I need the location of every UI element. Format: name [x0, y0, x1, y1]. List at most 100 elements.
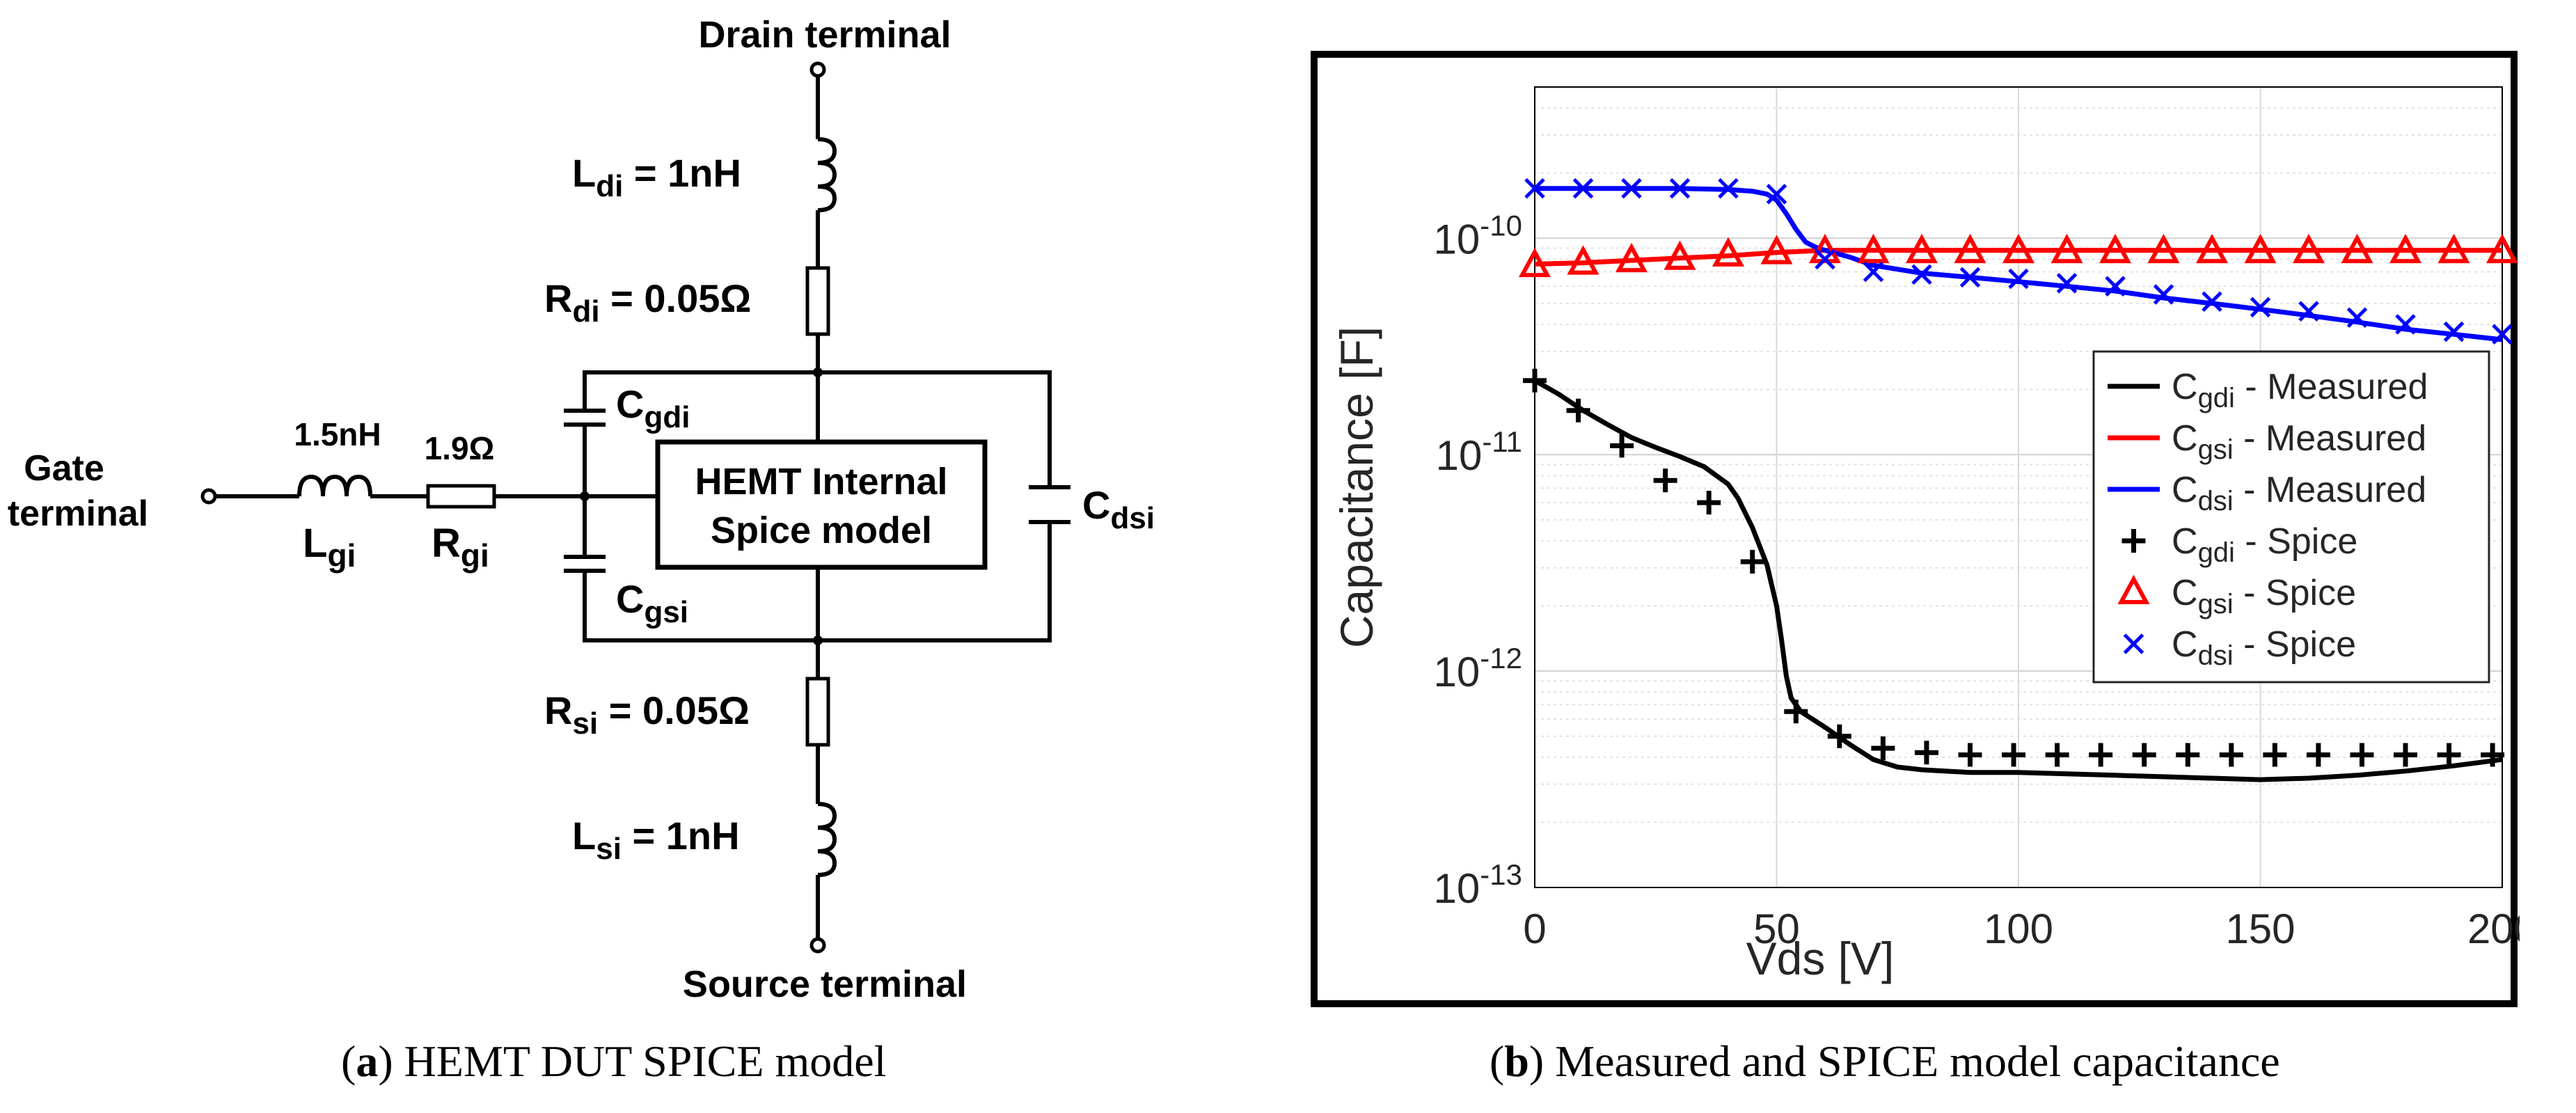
junction-dot: [813, 636, 823, 645]
inductor-ldi: [817, 137, 837, 212]
resistor-rgi: [426, 484, 496, 509]
inductor-lsi: [817, 802, 837, 877]
rsi-label: Rsi = 0.05Ω: [544, 688, 750, 741]
data-point: [1954, 233, 1986, 264]
data-point: [1905, 233, 1938, 264]
data-point: [1524, 177, 1545, 199]
data-point: [2045, 743, 2069, 767]
data-point: [2008, 268, 2029, 290]
data-point: [2346, 307, 2368, 329]
plot-area: [1534, 86, 2503, 888]
data-point: [1518, 247, 1551, 278]
data-point: [2394, 743, 2417, 767]
cgsi-label: Cgsi: [616, 577, 688, 629]
y-tick-label: 10-12: [1434, 642, 1522, 695]
legend-label: Cgdi - Measured: [2172, 367, 2428, 413]
series-layer: [1518, 177, 2519, 782]
data-point: [1718, 177, 1739, 199]
hemt-model-box: [655, 439, 988, 570]
lgi-value-label: 1.5nH: [294, 416, 381, 452]
data-point: [1615, 242, 1648, 273]
series-cgsi---spice: [1518, 233, 2519, 278]
drain-terminal-node: [809, 61, 826, 78]
data-point: [2002, 233, 2035, 264]
caption-b-letter: b: [1504, 1036, 1529, 1086]
data-point: [1766, 184, 1787, 205]
data-point: [1959, 267, 1981, 288]
data-point: [2002, 743, 2026, 767]
data-point: [2350, 743, 2374, 767]
data-point: [2105, 276, 2126, 297]
data-point: [1871, 736, 1895, 760]
data-point: [1567, 245, 1599, 275]
source-terminal-label: Source terminal: [683, 963, 967, 1005]
legend-label: Cdsi - Measured: [2172, 470, 2426, 516]
data-point: [1664, 240, 1696, 270]
y-tick-label: 10-13: [1434, 858, 1522, 912]
resistor-rdi: [805, 266, 830, 336]
data-point: [1697, 491, 1721, 515]
x-axis-label: Vds [V]: [1746, 933, 1895, 984]
legend-swatch: [2121, 529, 2146, 553]
resistor-rsi: [805, 677, 830, 747]
legend-swatch: [2123, 633, 2144, 654]
caption-b: (b) Measured and SPICE model capacitance: [1490, 1036, 2280, 1086]
series-line: [1534, 248, 2502, 267]
data-point: [2443, 321, 2465, 342]
data-point: [1712, 237, 1745, 267]
data-point: [2050, 233, 2083, 264]
legend-swatch: [2117, 574, 2150, 604]
rgi-name-label: Rgi: [432, 521, 489, 574]
cdsi-label: Cdsi: [1082, 483, 1155, 535]
data-point: [2147, 233, 2180, 264]
series-cgdi---measured: [1533, 378, 2503, 782]
data-point: [1740, 550, 1764, 574]
source-terminal-node: [809, 937, 826, 954]
series-cgsi---measured: [1534, 248, 2502, 267]
tick-labels: 0 50 100 150 200 10-10 10-11 10-12 10-13: [1434, 209, 2520, 952]
data-point: [1523, 368, 1547, 393]
series-line: [1533, 378, 2503, 782]
data-point: [2481, 743, 2505, 767]
y-axis-label: Capacitance [F]: [1331, 326, 1382, 648]
legend-label: Cdsi - Spice: [2172, 624, 2356, 671]
data-point: [2341, 233, 2373, 264]
data-point: [2395, 314, 2416, 335]
data-point: [2099, 233, 2132, 264]
data-point: [2250, 297, 2271, 318]
data-point: [2176, 743, 2200, 767]
lgi-name-label: Lgi: [303, 521, 356, 574]
hemt-spice-schematic: HEMT Internal Spice model Drain terminal…: [8, 14, 1155, 1005]
legend: Cgdi - Measured Cgsi - Measured Cdsi - Mea…: [2092, 350, 2490, 684]
x-tick-label: 150: [2225, 906, 2295, 952]
y-tick-label: 10-10: [1434, 209, 1522, 262]
legend-label: Cgsi - Spice: [2172, 573, 2356, 619]
caption-a-text: HEMT DUT SPICE model: [393, 1036, 887, 1086]
data-point: [1669, 177, 1691, 199]
data-point: [1621, 177, 1642, 199]
data-point: [1653, 468, 1677, 493]
data-point: [2056, 273, 2078, 294]
y-tick-label: 10-11: [1436, 425, 1522, 479]
data-point: [1760, 235, 1793, 265]
caption-b-text: Measured and SPICE model capacitance: [1544, 1036, 2280, 1086]
junction-dot: [580, 491, 590, 501]
x-tick-label: 100: [1984, 906, 2053, 952]
x-tick-label: 50: [1753, 906, 1800, 952]
data-point: [1857, 233, 1890, 264]
x-tick-label: 200: [2467, 906, 2520, 952]
legend-box: [2092, 350, 2490, 684]
data-point: [2486, 233, 2519, 264]
data-point: [2263, 743, 2287, 767]
caption-a: (a) HEMT DUT SPICE model: [341, 1036, 887, 1086]
data-point: [1610, 434, 1634, 458]
gate-terminal-label-line1: Gate: [24, 448, 104, 489]
hemt-label-line1: HEMT Internal: [695, 461, 947, 503]
gate-terminal-node: [200, 488, 217, 505]
x-tick-label: 0: [1523, 906, 1546, 952]
data-point: [1566, 398, 1590, 423]
lsi-label: Lsi = 1nH: [572, 814, 740, 866]
data-point: [1911, 264, 1932, 285]
data-point: [2244, 233, 2277, 264]
data-point: [1958, 743, 1982, 767]
